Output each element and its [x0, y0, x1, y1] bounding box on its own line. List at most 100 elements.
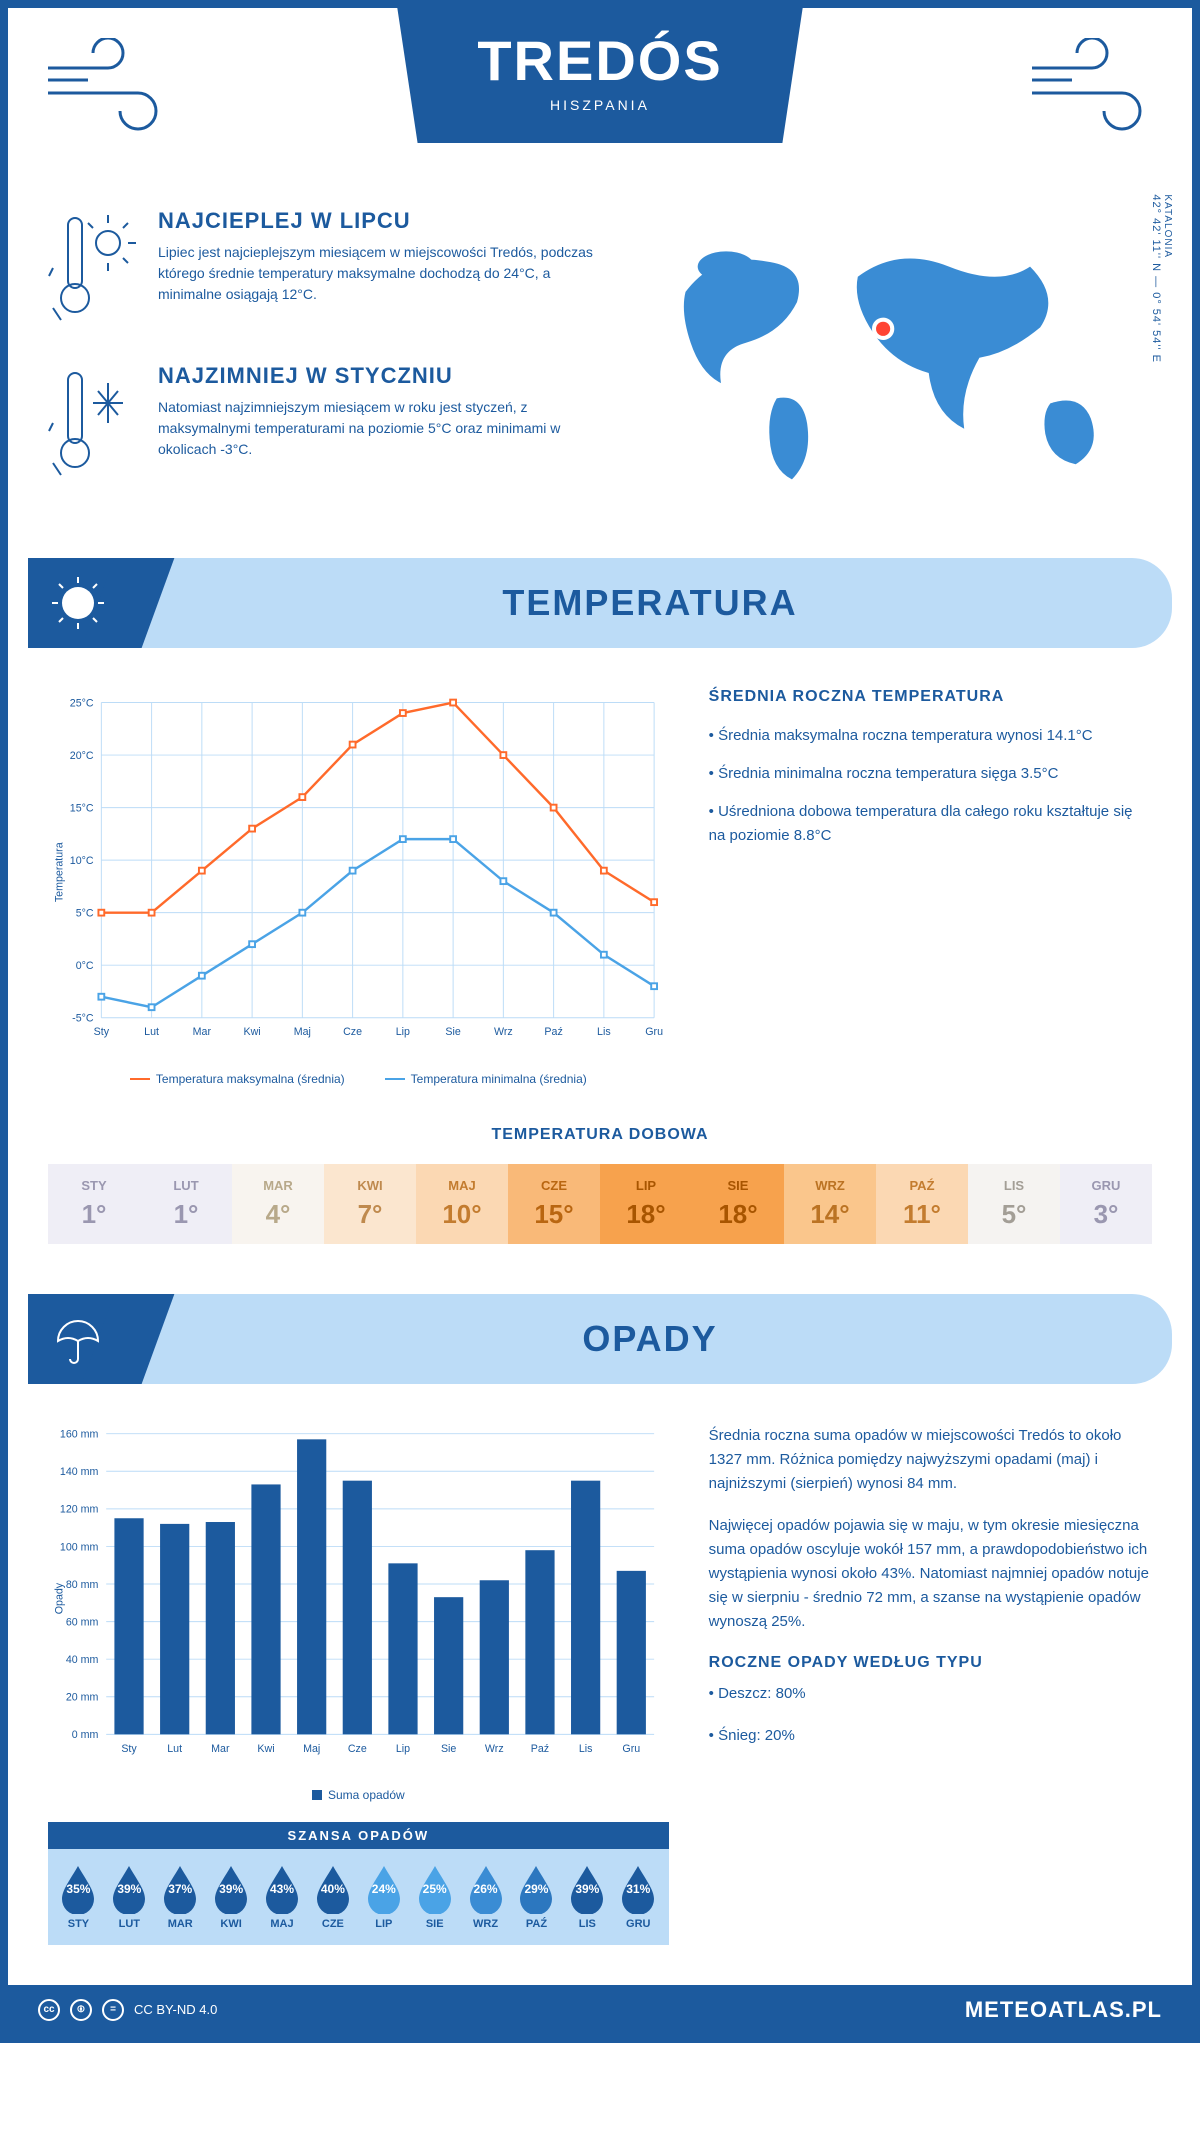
rain-type-title: ROCZNE OPADY WEDŁUG TYPU: [709, 1654, 1152, 1672]
chance-cell: 31%GRU: [613, 1864, 664, 1930]
daily-temp-cell: MAJ10°: [416, 1164, 508, 1244]
wind-icon: [38, 38, 178, 138]
rain-type-bullet: • Śnieg: 20%: [709, 1724, 1152, 1748]
svg-text:Lut: Lut: [144, 1026, 159, 1038]
svg-text:20 mm: 20 mm: [66, 1691, 99, 1703]
rain-para: Najwięcej opadów pojawia się w maju, w t…: [709, 1514, 1152, 1634]
nd-icon: =: [102, 1999, 124, 2021]
chance-cell: 35%STY: [53, 1864, 104, 1930]
svg-text:Lis: Lis: [579, 1742, 593, 1754]
svg-text:Cze: Cze: [343, 1026, 362, 1038]
rain-para: Średnia roczna suma opadów w miejscowośc…: [709, 1424, 1152, 1496]
chance-cell: 37%MAR: [155, 1864, 206, 1930]
chance-cell: 43%MAJ: [257, 1864, 308, 1930]
svg-text:-5°C: -5°C: [72, 1013, 94, 1025]
daily-temp-cell: STY1°: [48, 1164, 140, 1244]
daily-temperature: TEMPERATURA DOBOWA STY1°LUT1°MAR4°KWI7°M…: [8, 1126, 1192, 1294]
temperature-side: ŚREDNIA ROCZNA TEMPERATURA • Średnia mak…: [709, 688, 1152, 1086]
svg-text:Paź: Paź: [544, 1026, 562, 1038]
drop-icon: 35%: [58, 1864, 98, 1914]
svg-text:Lut: Lut: [167, 1742, 182, 1754]
wind-icon: [1022, 38, 1162, 138]
latlon-label: 42° 42' 11'' N — 0° 54' 54'' E: [1151, 194, 1163, 363]
drop-icon: 24%: [364, 1864, 404, 1914]
page-subtitle: HISZPANIA: [477, 97, 722, 113]
svg-text:Gru: Gru: [645, 1026, 663, 1038]
warmest-block: NAJCIEPLEJ W LIPCU Lipiec jest najcieple…: [48, 208, 605, 333]
svg-text:25°C: 25°C: [70, 697, 94, 709]
daily-temp-strip: STY1°LUT1°MAR4°KWI7°MAJ10°CZE15°LIP18°SI…: [48, 1164, 1152, 1244]
rain-heading: OPADY: [128, 1318, 1172, 1360]
rain-type-bullet: • Deszcz: 80%: [709, 1682, 1152, 1706]
chance-cell: 39%LUT: [104, 1864, 155, 1930]
coldest-text: Natomiast najzimniejszym miesiącem w rok…: [158, 397, 605, 460]
svg-text:0 mm: 0 mm: [72, 1729, 99, 1741]
coldest-title: NAJZIMNIEJ W STYCZNIU: [158, 363, 605, 389]
temperature-chart: -5°C0°C5°C10°C15°C20°C25°CStyLutMarKwiMa…: [48, 688, 669, 1086]
license-label: CC BY-ND 4.0: [134, 2002, 217, 2017]
temp-side-title: ŚREDNIA ROCZNA TEMPERATURA: [709, 688, 1152, 706]
svg-text:Maj: Maj: [303, 1742, 320, 1754]
intro-section: NAJCIEPLEJ W LIPCU Lipiec jest najcieple…: [8, 178, 1192, 558]
daily-temp-cell: LUT1°: [140, 1164, 232, 1244]
svg-text:Sty: Sty: [94, 1026, 110, 1038]
chance-cell: 25%SIE: [409, 1864, 460, 1930]
svg-text:Temperatura: Temperatura: [54, 842, 66, 902]
rain-side: Średnia roczna suma opadów w miejscowośc…: [709, 1424, 1152, 1945]
warmest-title: NAJCIEPLEJ W LIPCU: [158, 208, 605, 234]
daily-temp-cell: WRZ14°: [784, 1164, 876, 1244]
svg-text:10°C: 10°C: [70, 855, 94, 867]
svg-text:80 mm: 80 mm: [66, 1578, 99, 1590]
daily-temp-cell: MAR4°: [232, 1164, 324, 1244]
site-label: METEOATLAS.PL: [965, 1997, 1162, 2023]
svg-text:Sie: Sie: [441, 1742, 456, 1754]
temperature-body: -5°C0°C5°C10°C15°C20°C25°CStyLutMarKwiMa…: [8, 648, 1192, 1126]
daily-temp-cell: PAŹ11°: [876, 1164, 968, 1244]
drop-icon: 37%: [160, 1864, 200, 1914]
svg-text:140 mm: 140 mm: [60, 1466, 99, 1478]
svg-text:Lip: Lip: [396, 1742, 410, 1754]
cc-icon: cc: [38, 1999, 60, 2021]
daily-temp-title: TEMPERATURA DOBOWA: [48, 1126, 1152, 1144]
drop-icon: 26%: [466, 1864, 506, 1914]
svg-text:40 mm: 40 mm: [66, 1654, 99, 1666]
daily-temp-cell: SIE18°: [692, 1164, 784, 1244]
svg-text:Sty: Sty: [121, 1742, 137, 1754]
chance-cell: 29%PAŹ: [511, 1864, 562, 1930]
climate-summary: NAJCIEPLEJ W LIPCU Lipiec jest najcieple…: [48, 208, 605, 518]
svg-text:Wrz: Wrz: [494, 1026, 513, 1038]
temp-bullet: • Uśredniona dobowa temperatura dla całe…: [709, 800, 1152, 848]
chance-title: SZANSA OPADÓW: [48, 1822, 669, 1849]
page: TREDÓS HISZPANIA NAJCIEPLEJ W LIPCU Lipi…: [0, 0, 1200, 2043]
umbrella-icon: [28, 1294, 128, 1384]
svg-text:Cze: Cze: [348, 1742, 367, 1754]
rain-chance: SZANSA OPADÓW 35%STY 39%LUT 37%MAR 39%KW…: [48, 1822, 669, 1945]
temp-legend: Temperatura maksymalna (średnia) Tempera…: [48, 1072, 669, 1086]
svg-text:120 mm: 120 mm: [60, 1503, 99, 1515]
daily-temp-cell: LIS5°: [968, 1164, 1060, 1244]
drop-icon: 31%: [618, 1864, 658, 1914]
svg-text:Kwi: Kwi: [244, 1026, 261, 1038]
chance-cell: 24%LIP: [358, 1864, 409, 1930]
svg-text:0°C: 0°C: [76, 960, 94, 972]
svg-text:Mar: Mar: [193, 1026, 212, 1038]
svg-text:15°C: 15°C: [70, 802, 94, 814]
chance-cell: 39%LIS: [562, 1864, 613, 1930]
rain-chart: 0 mm20 mm40 mm60 mm80 mm100 mm120 mm140 …: [48, 1424, 669, 1802]
svg-text:60 mm: 60 mm: [66, 1616, 99, 1628]
temp-bullet: • Średnia minimalna roczna temperatura s…: [709, 762, 1152, 786]
daily-temp-cell: CZE15°: [508, 1164, 600, 1244]
by-icon: 🅯: [70, 1999, 92, 2021]
daily-temp-cell: GRU3°: [1060, 1164, 1152, 1244]
region-label: KATALONIA: [1163, 194, 1174, 363]
rain-banner: OPADY: [28, 1294, 1172, 1384]
header: TREDÓS HISZPANIA: [8, 8, 1192, 178]
world-map-box: KATALONIA 42° 42' 11'' N — 0° 54' 54'' E: [645, 208, 1152, 518]
drop-icon: 43%: [262, 1864, 302, 1914]
temperature-banner: TEMPERATURA: [28, 558, 1172, 648]
daily-temp-cell: LIP18°: [600, 1164, 692, 1244]
daily-temp-cell: KWI7°: [324, 1164, 416, 1244]
drop-icon: 39%: [109, 1864, 149, 1914]
svg-text:Paź: Paź: [531, 1742, 549, 1754]
svg-text:Sie: Sie: [445, 1026, 460, 1038]
